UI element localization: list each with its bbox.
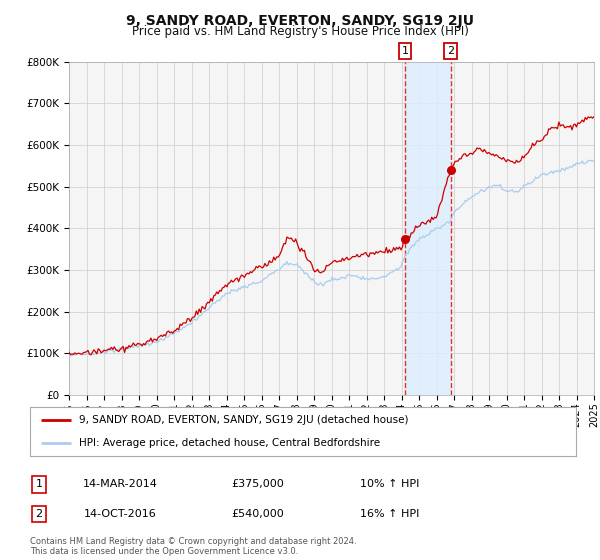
Text: 2: 2 xyxy=(35,509,43,519)
Bar xyxy=(405,62,451,395)
Text: Contains HM Land Registry data © Crown copyright and database right 2024.: Contains HM Land Registry data © Crown c… xyxy=(30,537,356,546)
Text: 9, SANDY ROAD, EVERTON, SANDY, SG19 2JU: 9, SANDY ROAD, EVERTON, SANDY, SG19 2JU xyxy=(126,14,474,28)
Text: 14-MAR-2014: 14-MAR-2014 xyxy=(83,479,157,489)
Text: Price paid vs. HM Land Registry's House Price Index (HPI): Price paid vs. HM Land Registry's House … xyxy=(131,25,469,38)
Text: £375,000: £375,000 xyxy=(232,479,284,489)
Text: HPI: Average price, detached house, Central Bedfordshire: HPI: Average price, detached house, Cent… xyxy=(79,438,380,448)
Text: 2: 2 xyxy=(447,46,454,56)
Text: This data is licensed under the Open Government Licence v3.0.: This data is licensed under the Open Gov… xyxy=(30,547,298,556)
Text: 16% ↑ HPI: 16% ↑ HPI xyxy=(361,509,419,519)
Text: 1: 1 xyxy=(401,46,409,56)
Text: 1: 1 xyxy=(35,479,43,489)
Text: £540,000: £540,000 xyxy=(232,509,284,519)
Text: 10% ↑ HPI: 10% ↑ HPI xyxy=(361,479,419,489)
Text: 9, SANDY ROAD, EVERTON, SANDY, SG19 2JU (detached house): 9, SANDY ROAD, EVERTON, SANDY, SG19 2JU … xyxy=(79,416,409,426)
Text: 14-OCT-2016: 14-OCT-2016 xyxy=(83,509,157,519)
